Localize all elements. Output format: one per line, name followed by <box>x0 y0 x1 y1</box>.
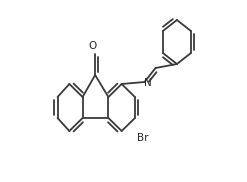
Text: O: O <box>89 41 97 51</box>
Text: Br: Br <box>137 133 149 143</box>
Text: N: N <box>144 78 151 88</box>
